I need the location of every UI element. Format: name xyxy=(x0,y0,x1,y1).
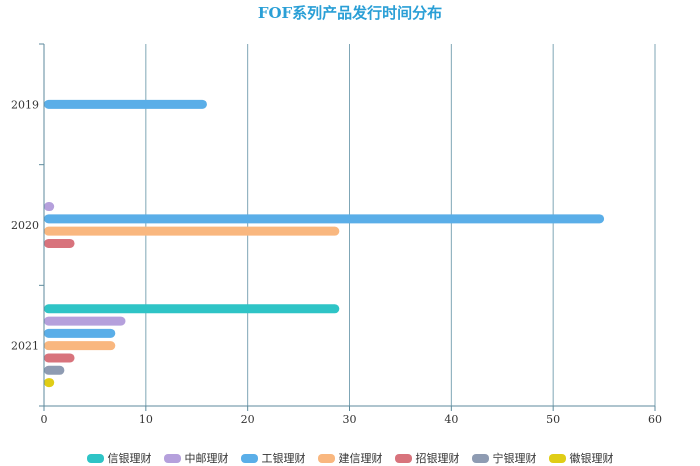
legend-swatch-3 xyxy=(317,453,335,463)
legend-item-1[interactable]: 中邮理财 xyxy=(163,450,229,466)
bars xyxy=(44,99,605,388)
x-tick-label-10: 10 xyxy=(139,413,153,426)
x-tick-label-50: 50 xyxy=(546,413,560,426)
bar-2021-series-5 xyxy=(44,365,65,375)
x-tick-label-30: 30 xyxy=(343,413,357,426)
bar-2021-series-4 xyxy=(44,353,75,363)
y-tick-label-2019: 2019 xyxy=(11,98,39,111)
legend-item-0[interactable]: 信银理财 xyxy=(86,450,152,466)
legend-item-3[interactable]: 建信理财 xyxy=(317,450,383,466)
legend-label-4: 招银理财 xyxy=(415,452,460,465)
x-tick-label-20: 20 xyxy=(241,413,255,426)
bar-2021-series-0 xyxy=(44,304,340,314)
x-axis-ticks: 0 10 20 30 40 50 60 xyxy=(41,406,662,426)
legend-label-5: 宁银理财 xyxy=(492,452,537,465)
x-tick-label-60: 60 xyxy=(648,413,662,426)
bar-2021-series-1 xyxy=(44,316,126,326)
legend-label-0: 信银理财 xyxy=(107,452,152,465)
y-tick-label-2020: 2020 xyxy=(11,219,39,232)
x-tick-label-0: 0 xyxy=(41,413,48,426)
y-axis-ticks: 2019 2020 2021 xyxy=(11,43,44,407)
legend-item-2[interactable]: 工银理财 xyxy=(240,450,306,466)
legend-label-6: 徽银理财 xyxy=(569,452,614,465)
legend-label-3: 建信理财 xyxy=(338,452,383,465)
bar-2021-series-6 xyxy=(44,378,55,388)
legend-swatch-5 xyxy=(471,453,489,463)
legend-swatch-2 xyxy=(240,453,258,463)
legend: 信银理财 中邮理财 工银理财 建信理财 招银理财 宁银理财 徽银理财 xyxy=(0,450,700,466)
bar-2020-series-3 xyxy=(44,226,340,236)
legend-swatch-4 xyxy=(394,453,412,463)
legend-swatch-0 xyxy=(86,453,104,463)
chart-title: FOF系列产品发行时间分布 xyxy=(257,4,443,22)
x-tick-label-40: 40 xyxy=(444,413,458,426)
grid-lines xyxy=(145,44,656,406)
bar-2020-series-2 xyxy=(44,214,605,224)
legend-label-1: 中邮理财 xyxy=(184,452,229,465)
y-tick-label-2021: 2021 xyxy=(11,340,39,353)
legend-item-5[interactable]: 宁银理财 xyxy=(471,450,537,466)
bar-2019-series-2 xyxy=(44,99,207,109)
legend-item-4[interactable]: 招银理财 xyxy=(394,450,460,466)
bar-2020-series-1 xyxy=(44,202,55,212)
legend-swatch-6 xyxy=(548,453,566,463)
legend-swatch-1 xyxy=(163,453,181,463)
bar-2021-series-2 xyxy=(44,328,116,338)
bar-2020-series-4 xyxy=(44,238,75,248)
bar-2021-series-3 xyxy=(44,341,116,351)
legend-item-6[interactable]: 徽银理财 xyxy=(548,450,614,466)
legend-label-2: 工银理财 xyxy=(261,452,306,465)
